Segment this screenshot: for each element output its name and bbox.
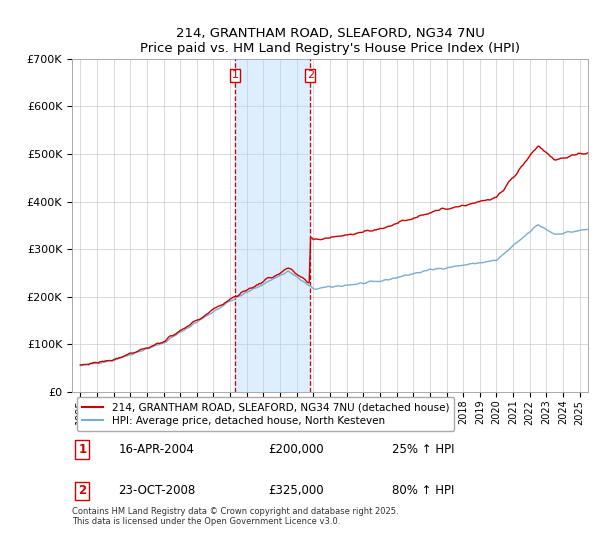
Text: 16-APR-2004: 16-APR-2004 bbox=[118, 444, 194, 456]
Bar bbox=[235, 59, 310, 392]
Text: 1: 1 bbox=[232, 71, 238, 81]
Text: Contains HM Land Registry data © Crown copyright and database right 2025.
This d: Contains HM Land Registry data © Crown c… bbox=[72, 507, 398, 526]
Text: 2: 2 bbox=[78, 484, 86, 497]
Text: £325,000: £325,000 bbox=[268, 484, 324, 497]
Legend: 214, GRANTHAM ROAD, SLEAFORD, NG34 7NU (detached house), HPI: Average price, det: 214, GRANTHAM ROAD, SLEAFORD, NG34 7NU (… bbox=[77, 397, 454, 431]
Text: 25% ↑ HPI: 25% ↑ HPI bbox=[392, 444, 454, 456]
Text: 1: 1 bbox=[78, 444, 86, 456]
Title: 214, GRANTHAM ROAD, SLEAFORD, NG34 7NU
Price paid vs. HM Land Registry's House P: 214, GRANTHAM ROAD, SLEAFORD, NG34 7NU P… bbox=[140, 27, 520, 55]
Text: 2: 2 bbox=[307, 71, 314, 81]
Text: 80% ↑ HPI: 80% ↑ HPI bbox=[392, 484, 454, 497]
Text: £200,000: £200,000 bbox=[268, 444, 324, 456]
Text: 23-OCT-2008: 23-OCT-2008 bbox=[118, 484, 196, 497]
